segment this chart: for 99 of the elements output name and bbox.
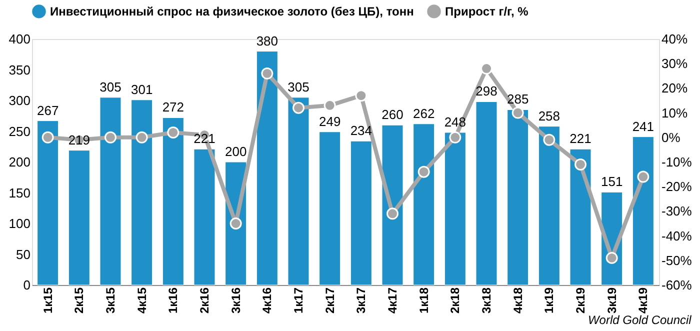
data-label: 285: [506, 92, 529, 107]
data-label: 249: [318, 114, 341, 129]
y-tick-label: 250: [8, 124, 30, 139]
point: [574, 158, 586, 170]
bar: [68, 150, 90, 286]
y2-tick-label: 20%: [662, 80, 688, 96]
x-tick-label: 4к16: [260, 287, 274, 314]
y2-tick-label: 10%: [662, 105, 688, 120]
y2-tick-label: 30%: [662, 56, 688, 72]
data-label: 219: [68, 132, 90, 148]
data-label: 234: [350, 123, 372, 138]
bar: [319, 132, 341, 286]
x-tick-label: 1к18: [416, 287, 431, 314]
y2-tick-label: -40%: [662, 228, 692, 244]
y2-tick-label: 40%: [662, 32, 688, 46]
data-label: 200: [224, 144, 247, 159]
x-tick-label: 1к19: [542, 287, 556, 314]
text: World Gold Council: [588, 313, 692, 328]
legend-label: Инвестиционный спрос на физическое золото (без ЦБ), тонн: [50, 4, 414, 18]
data-label: 272: [162, 100, 184, 115]
x-tick-label: 2к19: [574, 287, 588, 314]
x-tick-label: 3к16: [228, 287, 243, 314]
data-label: 151: [600, 174, 623, 190]
point: [480, 62, 492, 75]
x-tick-label: 1к16: [166, 287, 180, 314]
point: [42, 131, 54, 144]
x-tick-label: 2к17: [322, 287, 337, 314]
x-tick-label: 3к15: [103, 287, 118, 314]
y-tick-label: 300: [8, 93, 30, 108]
x-tick-label: 1к15: [40, 287, 55, 314]
data-label: 221: [194, 131, 216, 146]
x-tick-label: 3к17: [354, 287, 368, 314]
bar: [538, 126, 560, 286]
y-tick-label: 400: [8, 32, 30, 46]
data-label: 267: [36, 102, 59, 118]
bar: [476, 101, 498, 286]
point: [261, 67, 274, 80]
bar: [444, 132, 466, 286]
point: [418, 166, 430, 178]
x-tick-label: 4к17: [386, 287, 400, 314]
x-tick-label: 4к19: [636, 287, 650, 314]
bar: [413, 124, 435, 286]
bar: [350, 140, 372, 286]
bar: [131, 100, 153, 286]
x-tick-label: 4к18: [510, 287, 525, 314]
point: [386, 208, 398, 220]
point: [449, 131, 462, 144]
point: [292, 102, 304, 114]
data-label: 305: [288, 79, 310, 94]
y-tick-label: 50: [16, 246, 30, 262]
y-tick-label: 200: [8, 154, 30, 170]
y-tick-label: 100: [8, 216, 30, 231]
data-label: 258: [538, 108, 560, 124]
x-tick-label: 2к18: [448, 287, 462, 314]
legend-label: Прирост г/г, %: [445, 4, 529, 18]
y-tick-label: 0: [23, 278, 30, 292]
point: [167, 126, 180, 138]
x-tick-label: 4к15: [134, 287, 149, 314]
bar: [288, 97, 310, 286]
point: [230, 218, 242, 230]
data-label: 241: [632, 118, 654, 134]
data-label: 221: [570, 131, 592, 146]
bar: [507, 109, 529, 286]
point: [512, 106, 524, 119]
bar: [632, 136, 654, 286]
bar: [570, 148, 592, 286]
x-tick-label: 1к17: [292, 287, 306, 314]
data-label: 305: [100, 79, 122, 94]
point: [104, 131, 116, 144]
bar: [37, 120, 59, 286]
y-tick-label: 350: [8, 62, 30, 78]
point: [355, 90, 368, 102]
bar: [100, 97, 122, 286]
y2-tick-label: 0%: [662, 130, 681, 145]
bar: [162, 117, 184, 286]
data-label: 262: [412, 106, 435, 121]
point: [606, 252, 618, 264]
x-tick-label: 3к18: [480, 287, 494, 314]
point: [136, 131, 148, 144]
data-label: 301: [130, 82, 153, 97]
point: [637, 170, 650, 183]
bar: [194, 148, 216, 286]
data-label: 248: [444, 114, 466, 130]
x-tick-label: 2к15: [72, 287, 86, 314]
y2-tick-label: -60%: [662, 278, 692, 292]
y-tick-label: 150: [8, 185, 30, 200]
data-label: 298: [476, 84, 498, 99]
x-tick-label: 2к16: [197, 287, 212, 314]
y2-tick-label: -10%: [662, 154, 692, 170]
x-tick-label: 3к19: [604, 287, 619, 314]
data-label: 260: [382, 107, 404, 122]
point: [543, 134, 556, 146]
bar: [256, 51, 278, 286]
data-label: 380: [256, 33, 278, 48]
y2-tick-label: -50%: [662, 252, 692, 268]
bar: [382, 124, 404, 286]
y2-tick-label: -30%: [662, 204, 692, 219]
point: [324, 99, 336, 112]
y2-tick-label: -20%: [662, 179, 692, 194]
